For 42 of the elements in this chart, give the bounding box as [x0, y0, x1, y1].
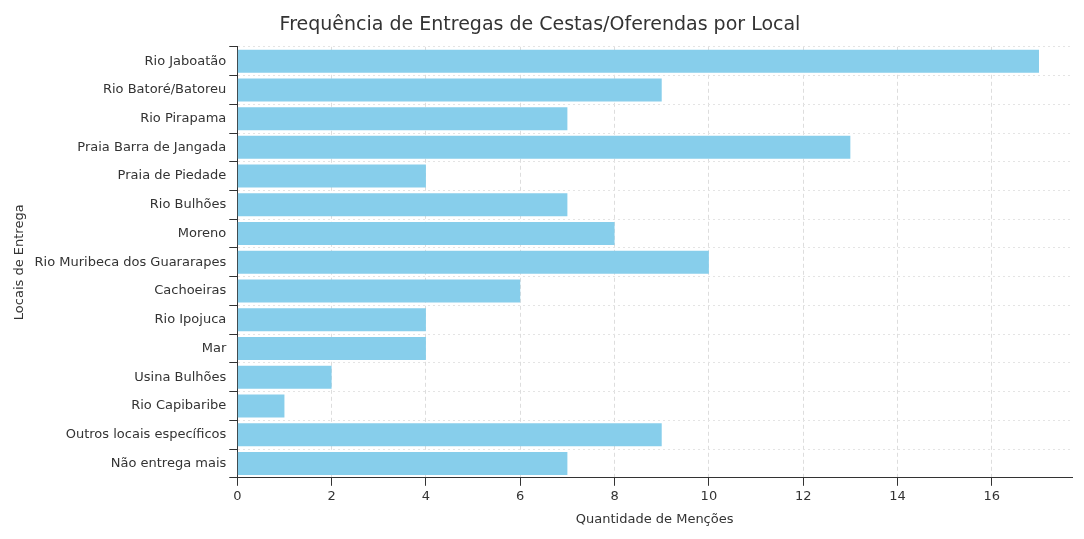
y-tick-label: Rio Batoré/Batoreu	[102, 81, 227, 97]
x-tick-label: 10	[700, 487, 718, 503]
bar	[237, 222, 615, 246]
x-tick-label: 14	[889, 487, 906, 503]
x-tick-label: 2	[327, 487, 336, 503]
bar	[237, 49, 1039, 73]
y-axis-title: Locais de Entrega	[11, 204, 27, 321]
bar	[237, 394, 285, 418]
chart-title: Frequência de Entregas de Cestas/Oferendas por Local	[279, 12, 801, 35]
y-tick-label: Outros locais específicos	[65, 426, 227, 442]
y-tick-label: Praia de Piedade	[117, 167, 227, 183]
bar	[237, 135, 851, 159]
x-tick-label: 8	[610, 487, 619, 503]
x-tick-label: 0	[233, 487, 242, 503]
bar	[237, 451, 568, 475]
y-tick-label: Rio Bulhões	[149, 196, 227, 212]
bar	[237, 365, 332, 389]
y-tick-label: Mar	[201, 339, 227, 355]
y-tick-label: Cachoeiras	[154, 282, 227, 298]
y-tick-label: Moreno	[177, 224, 227, 240]
x-tick-label: 12	[794, 487, 812, 503]
x-tick-label: 4	[421, 487, 431, 503]
bar	[237, 308, 426, 332]
bar	[237, 78, 662, 102]
y-tick-label: Rio Muribeca dos Guararapes	[34, 253, 227, 269]
x-tick-label: 6	[516, 487, 525, 503]
y-tick-label: Usina Bulhões	[134, 368, 227, 384]
y-tick-label: Rio Ipojuca	[154, 311, 227, 327]
bar	[237, 164, 426, 188]
bar	[237, 193, 568, 217]
x-axis-title: Quantidade de Menções	[575, 510, 734, 526]
y-tick-label: Rio Capibaribe	[131, 397, 227, 413]
y-tick-label: Não entrega mais	[110, 454, 227, 470]
x-tick-label: 16	[983, 487, 1001, 503]
y-tick-label: Rio Pirapama	[140, 110, 227, 126]
bar	[237, 250, 709, 274]
bar	[237, 107, 568, 131]
y-tick-label: Rio Jaboatão	[144, 52, 227, 68]
y-tick-label: Praia Barra de Jangada	[77, 138, 227, 154]
bar	[237, 337, 426, 360]
bar	[237, 423, 662, 447]
bar	[237, 279, 521, 303]
